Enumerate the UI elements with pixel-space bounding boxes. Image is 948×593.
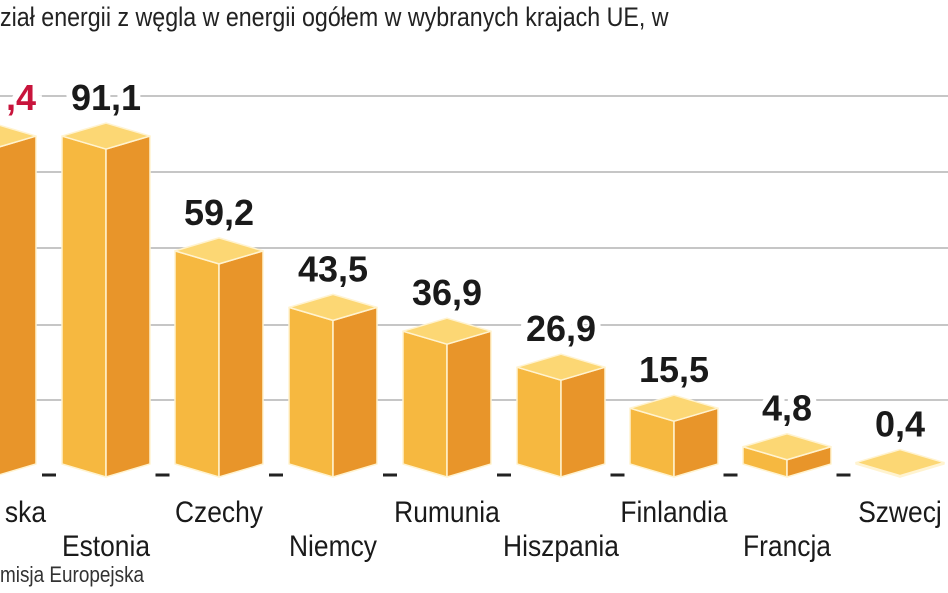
bar-szwecj [855, 448, 945, 478]
category-label: Czechy [175, 494, 264, 528]
bar-rumunia [402, 317, 492, 478]
bar-top-face [174, 237, 264, 265]
bar-front-face [288, 306, 334, 478]
value-label: 26,9 [526, 308, 596, 349]
bar-side-face [105, 135, 151, 478]
bar-top-face [855, 448, 945, 477]
category-label: Francja [743, 528, 831, 562]
bar-ska [0, 124, 37, 476]
category-label: ska [5, 494, 46, 528]
value-label: 36,9 [412, 272, 482, 313]
bar-top-face [629, 394, 719, 422]
bar-top-face [516, 353, 606, 381]
bar-finlandia [629, 394, 719, 478]
value-label: 4,8 [762, 388, 812, 429]
value-label: 15,5 [639, 349, 709, 390]
value-label: 91,1 [71, 77, 141, 118]
value-label: 59,2 [184, 192, 254, 233]
category-label: Szwecj [858, 494, 942, 528]
bar-side-face [0, 135, 37, 476]
bar-side-face [446, 330, 492, 478]
value-label: 43,5 [298, 248, 368, 289]
bar-front-face [516, 366, 562, 478]
category-label: Hiszpania [503, 528, 619, 562]
bar-front-face [61, 135, 107, 478]
chart-title: ział energii z węgla w energii ogółem w … [0, 2, 669, 32]
bar-top-face [402, 317, 492, 345]
bar-side-face [332, 306, 378, 478]
category-label: Finlandia [620, 494, 727, 528]
value-label: 0,4 [875, 404, 925, 445]
bar-top-face [0, 124, 37, 148]
bar-francja [742, 432, 832, 478]
source-note: misja Europejska [0, 562, 145, 587]
bar-estonia [61, 122, 151, 478]
bar-top-face [61, 122, 151, 150]
category-label: Rumunia [394, 494, 500, 528]
bar-niemcy [288, 293, 378, 478]
bar-front-face [174, 250, 220, 478]
category-label: Niemcy [289, 528, 378, 562]
bar-top-face [288, 293, 378, 322]
bar-hiszpania [516, 353, 606, 478]
value-label: ,4 [6, 77, 36, 118]
bar-side-face [560, 366, 606, 478]
bar-front-face [402, 330, 448, 478]
category-label: Estonia [62, 528, 150, 562]
bar-top-face [742, 432, 832, 461]
bar-czechy [174, 237, 264, 478]
bar-side-face [218, 250, 264, 478]
